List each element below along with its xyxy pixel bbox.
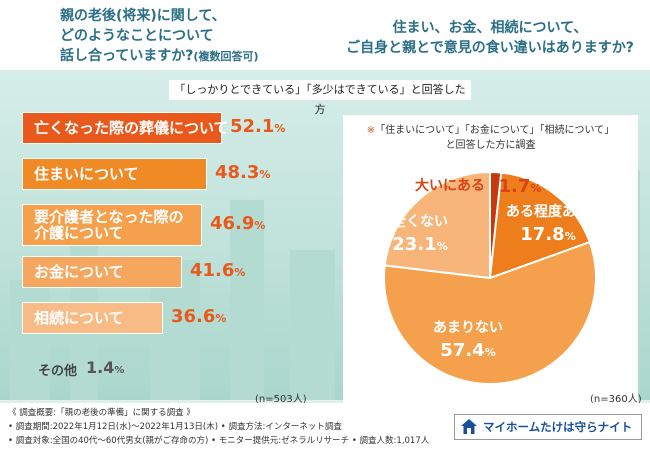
pie-note-mark: ※ (366, 125, 376, 136)
pie-slice (383, 170, 491, 280)
bar-value: 48.3% (215, 162, 271, 183)
bar (22, 112, 222, 144)
brand-logo-text: マイホームたけは守らナイト (483, 420, 633, 434)
footer-target: • 調査対象:全国の40代〜60代男女(親がご存命の方) • モニター提供元:ゼ… (8, 436, 430, 446)
bar-label: 相続について (34, 309, 124, 327)
pie-slice (383, 240, 597, 385)
bar-value: 41.6% (190, 260, 246, 281)
pie-value: 23.1% (392, 234, 447, 255)
pie-note: ※「住まいについて」「お金について」「相続について」 と回答した方に調査 (343, 123, 638, 153)
footer-period: • 調査期間:2022年1月12日(水)〜2022年1月13日(木) • 調査方… (8, 422, 342, 432)
pie-value: 17.8% (520, 224, 575, 245)
building-silhouette (290, 250, 335, 400)
bar-label: 住まいについて (34, 165, 139, 183)
pie-label: 大いにある (415, 177, 485, 194)
left-question-note: (複数回答可) (193, 50, 259, 63)
footer-title: 《 調査概要:「親の老後の準備」に関する調査 》 (8, 408, 195, 418)
bar-value-other: 1.4% (86, 358, 125, 377)
bar (22, 256, 182, 288)
pie-value: 57.4% (440, 340, 495, 361)
pie-label: 全くない (391, 213, 448, 230)
bar-label-other: その他 (38, 364, 78, 379)
pie-sample-size: (n=360人) (590, 394, 642, 405)
house-shield-icon (461, 419, 477, 434)
bar-value: 36.6% (171, 306, 227, 327)
bar-value: 52.1% (230, 116, 286, 137)
pie-value: 1.7% (499, 176, 542, 197)
pie-slice (488, 171, 592, 280)
bar-sample-size: (n=503人) (255, 394, 307, 405)
pie-note-text: 「住まいについて」「お金について」「相続について」 と回答した方に調査 (375, 125, 615, 151)
pie-label: あまりない (433, 320, 503, 336)
bar-value: 46.9% (210, 213, 266, 234)
bar (22, 158, 207, 190)
bar-label: 要介護者となった際の 介護について (34, 208, 184, 242)
building-silhouette (10, 280, 50, 400)
bar (22, 204, 202, 246)
bar (22, 302, 163, 334)
header: 親の老後(将来)に関して、 どのようなことについて 話し合っていますか?(複数回… (0, 0, 650, 70)
brand-logo[interactable]: マイホームたけは守らナイト (454, 414, 642, 440)
left-question-main: 親の老後(将来)に関して、 どのようなことについて 話し合っていますか? (60, 8, 226, 64)
pie-label: ある程度ある (506, 203, 590, 220)
right-question: 住まい、お金、相続について、 ご自身と親とで意見の食い違いはありますか? (346, 20, 634, 56)
left-question: 親の老後(将来)に関して、 どのようなことについて 話し合っていますか?(複数回… (60, 6, 330, 67)
bar-label: お金について (34, 263, 124, 281)
bar-label: 亡くなった際の葬儀について (34, 119, 229, 137)
building-silhouette (230, 200, 264, 400)
respondent-banner: 「しっかりとできている」「多少はできている」と回答した方 (168, 79, 472, 116)
